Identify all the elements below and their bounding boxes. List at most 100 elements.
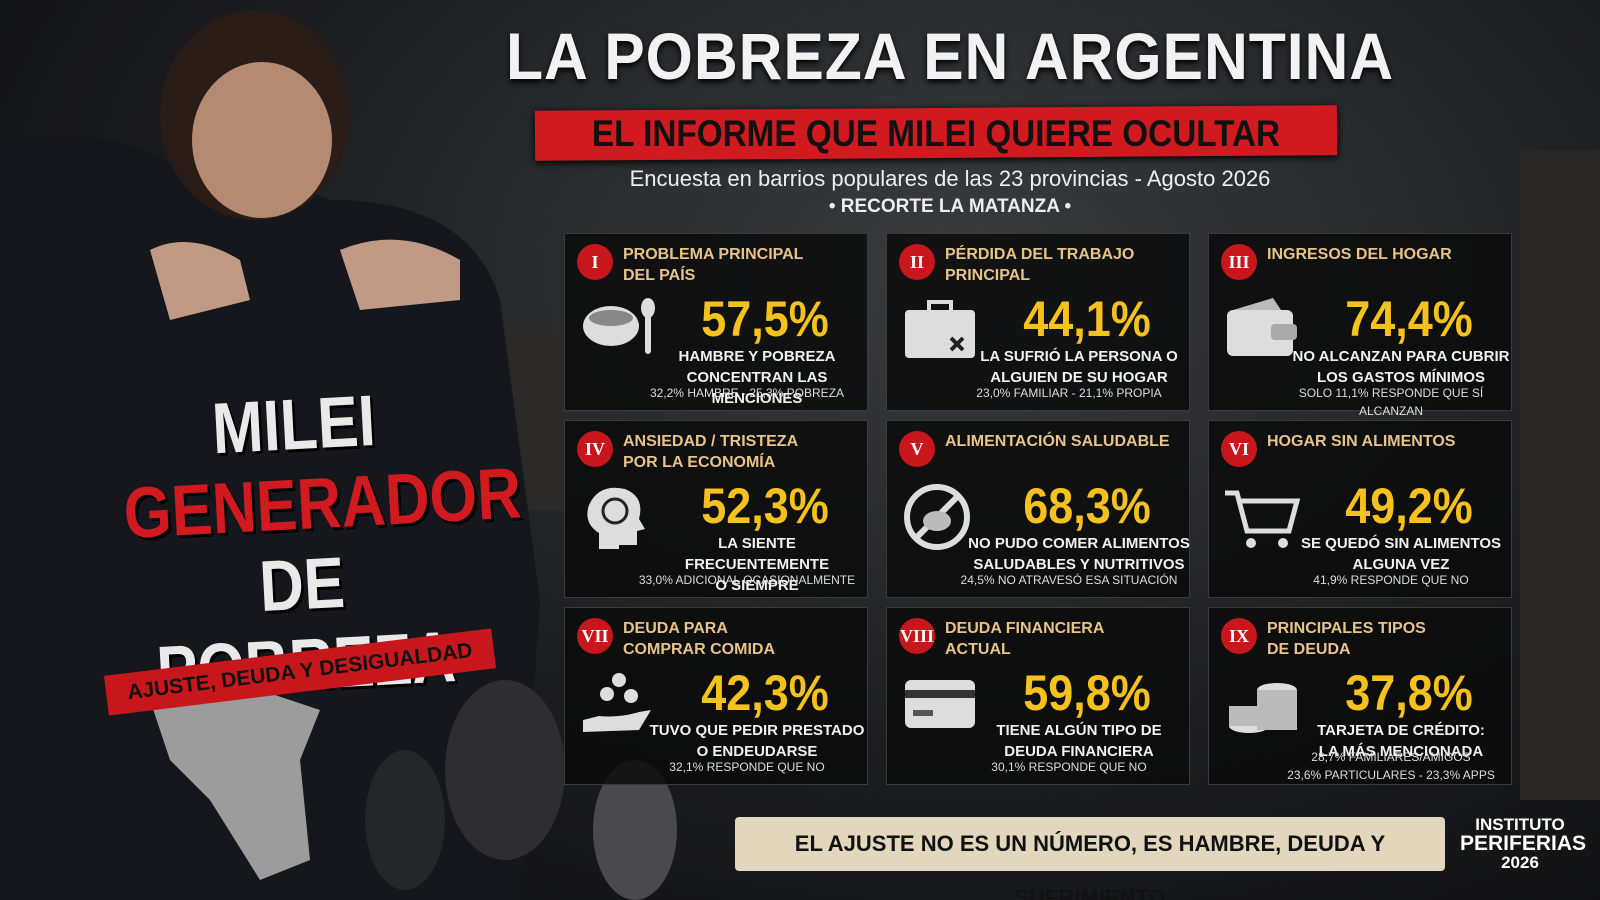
panel-title-line: DEUDA FINANCIERA: [945, 620, 1105, 637]
subtitle: Encuesta en barrios populares de las 23 …: [629, 166, 1271, 191]
panel-value: 57,5%: [701, 291, 829, 347]
panel-title-line: PRINCIPALES TIPOS: [1267, 620, 1426, 637]
panel-value: 44,1%: [1023, 291, 1151, 347]
panel-title: HOGAR SIN ALIMENTOS: [1267, 431, 1455, 452]
numeral-badge: V: [899, 431, 935, 467]
panel-value: 74,4%: [1345, 291, 1473, 347]
logo-line: PERIFERIAS: [1460, 832, 1587, 855]
numeral-badge: VIII: [899, 618, 935, 654]
panel-title-line: COMPRAR COMIDA: [623, 641, 775, 658]
stat-panel: VIII DEUDA FINANCIERA ACTUAL 59,8% TIENE ALG…: [886, 607, 1190, 785]
panel-text-line: SE QUEDÓ SIN ALIMENTOS: [1300, 535, 1502, 552]
panel-note: SOLO 11,1% RESPONDE QUE SÍ ALCANZAN: [1269, 384, 1513, 420]
panel-text: TUVO QUE PEDIR PRESTADO O ENDEUDARSE: [645, 720, 869, 762]
panel-text: NO ALCANZAN PARA CUBRIR LOS GASTOS MÍNIMO…: [1289, 346, 1513, 388]
panel-text-line: O ENDEUDARSE: [696, 743, 818, 760]
panel-note: 32,2% HAMBRE - 25,3% POBREZA: [625, 384, 869, 402]
panel-value: 52,3%: [701, 478, 829, 534]
panel-title-line: DEUDA PARA: [623, 620, 728, 637]
panel-value: 49,2%: [1345, 478, 1473, 534]
panel-icon: [587, 487, 645, 549]
panel-title-line: ACTUAL: [945, 641, 1011, 658]
panel-icon: [1225, 490, 1301, 548]
panel-icon: [583, 298, 655, 354]
stat-panel: IX PRINCIPALES TIPOS DE DEUDA 37,8% TARJETA …: [1208, 607, 1512, 785]
panel-text-line: LA SIENTE FRECUENTEMENTE: [684, 535, 830, 573]
panel-title: PÉRDIDA DEL TRABAJO PRINCIPAL: [945, 244, 1134, 286]
panel-note-line: 23,0% FAMILIAR - 21,1% PROPIA: [976, 386, 1162, 400]
panel-text-line: NO PUDO COMER ALIMENTOS: [968, 535, 1190, 552]
panel-title: PRINCIPALES TIPOS DE DEUDA: [1267, 618, 1426, 660]
panel-title-line: PÉRDIDA DEL TRABAJO: [945, 246, 1135, 263]
panel-text: LA SUFRIÓ LA PERSONA O ALGUIEN DE SU HOGA…: [967, 346, 1191, 388]
panel-text-line: CONCENTRAN LAS MENCIONES: [686, 369, 828, 407]
hand: [150, 242, 250, 320]
numeral-badge: II: [899, 244, 935, 280]
panel-icon: [905, 300, 975, 358]
stat-panel: III INGRESOS DEL HOGAR 74,4% NO ALCANZAN PA…: [1208, 233, 1513, 418]
stat-panel: V ALIMENTACIÓN SALUDABLE 68,3% NO PUDO COME…: [886, 420, 1190, 598]
face: [192, 62, 332, 218]
panel-text-line: DEUDA FINANCIERA: [1004, 743, 1154, 760]
panel-title: INGRESOS DEL HOGAR: [1267, 244, 1452, 265]
panel-note-line: 41,9% RESPONDE QUE NO: [1313, 573, 1469, 587]
title: LA POBREZA EN ARGENTINA: [505, 19, 1395, 93]
panel-value: 37,8%: [1345, 665, 1473, 721]
numeral-badge: VII: [577, 618, 613, 654]
panel-icon: [904, 484, 970, 550]
child: [365, 750, 445, 890]
logo: INSTITUTO PERIFERIAS 2026: [1460, 815, 1587, 872]
panel-text-line: ALGUNA VEZ: [1352, 556, 1450, 573]
stat-panel: I PROBLEMA PRINCIPAL DEL PAÍS 57,5% HAMBRE Y…: [564, 233, 868, 411]
panel-note-line: 23,6% PARTICULARES - 23,3% APPS: [1287, 768, 1495, 782]
subtitle: • RECORTE LA MATANZA •: [828, 196, 1072, 217]
panel-text-line: SALUDABLES Y NUTRITIVOS: [973, 556, 1185, 573]
panel-value: 42,3%: [701, 665, 829, 721]
building: [1520, 150, 1600, 800]
panel-title: DEUDA PARA COMPRAR COMIDA: [623, 618, 775, 660]
child: [445, 680, 565, 860]
footer-banner: EL AJUSTE NO ES UN NÚMERO, ES HAMBRE, DE…: [735, 817, 1445, 900]
panel-text: SE QUEDÓ SIN ALIMENTOS ALGUNA VEZ: [1289, 533, 1513, 575]
panel-text-line: LA SUFRIÓ LA PERSONA O: [980, 348, 1178, 365]
panel-title-line: ALIMENTACIÓN SALUDABLE: [945, 433, 1170, 450]
panel-text-line: LOS GASTOS MÍNIMOS: [1316, 369, 1486, 386]
panel-text-line: NO ALCANZAN PARA CUBRIR: [1292, 348, 1510, 365]
panel-text: LA SIENTE FRECUENTEMENTE O SIEMPRE: [645, 533, 869, 596]
panel-note: 23,0% FAMILIAR - 21,1% PROPIA: [947, 384, 1191, 402]
stat-panel: IV ANSIEDAD / TRISTEZA POR LA ECONOMÍA 52,3…: [564, 420, 868, 598]
panel-note: 41,9% RESPONDE QUE NO: [1269, 571, 1513, 589]
panel-note: 28,7% FAMILIARES/AMIGOS 23,6% PARTICULARE…: [1269, 748, 1513, 784]
panel-note-line: 32,2% HAMBRE - 25,3% POBREZA: [649, 386, 845, 400]
panel-note-line: 30,1% RESPONDE QUE NO: [991, 760, 1147, 774]
panel-title: ANSIEDAD / TRISTEZA POR LA ECONOMÍA: [623, 431, 798, 473]
hand: [340, 239, 460, 310]
panel-text: TIENE ALGÚN TIPO DE DEUDA FINANCIERA: [967, 720, 1191, 762]
panel-note-line: SOLO 11,1% RESPONDE QUE SÍ ALCANZAN: [1298, 386, 1484, 418]
child: [593, 760, 677, 900]
panel-note-line: 24,5% NO ATRAVESÓ ESA SITUACIÓN: [960, 573, 1178, 587]
panel-note-line: 32,1% RESPONDE QUE NO: [669, 760, 825, 774]
panel-text-line: TIENE ALGÚN TIPO DE: [996, 722, 1162, 739]
panel-text-line: TARJETA DE CRÉDITO:: [1317, 722, 1485, 739]
panel-icon: [1227, 298, 1297, 356]
panel-note: 24,5% NO ATRAVESÓ ESA SITUACIÓN: [947, 571, 1191, 589]
panel-icon: [905, 680, 975, 728]
panel-note: 30,1% RESPONDE QUE NO: [947, 758, 1191, 776]
logo-line: INSTITUTO: [1475, 815, 1565, 834]
panel-title-line: PROBLEMA PRINCIPAL: [623, 246, 804, 263]
panel-value: 59,8%: [1023, 665, 1151, 721]
panel-text-line: O SIEMPRE: [715, 577, 799, 594]
panel-title-line: PRINCIPAL: [945, 267, 1031, 284]
stat-panel: VI HOGAR SIN ALIMENTOS 49,2% SE QUEDÓ SIN A…: [1208, 420, 1512, 598]
panel-title: ALIMENTACIÓN SALUDABLE: [945, 431, 1170, 452]
panel-icon: [1229, 683, 1297, 733]
panel-title-line: INGRESOS DEL HOGAR: [1267, 246, 1452, 263]
panel-note: 33,0% ADICIONAL OCASIONALMENTE: [625, 571, 869, 589]
panel-text-line: HAMBRE Y POBREZA: [678, 348, 836, 365]
banner-text: EL INFORME QUE MILEI QUIERE OCULTAR: [591, 113, 1281, 154]
panel-title-line: POR LA ECONOMÍA: [623, 454, 776, 471]
numeral-badge: IV: [577, 431, 613, 467]
panel-text: TARJETA DE CRÉDITO: LA MÁS MENCIONADA: [1289, 720, 1513, 762]
